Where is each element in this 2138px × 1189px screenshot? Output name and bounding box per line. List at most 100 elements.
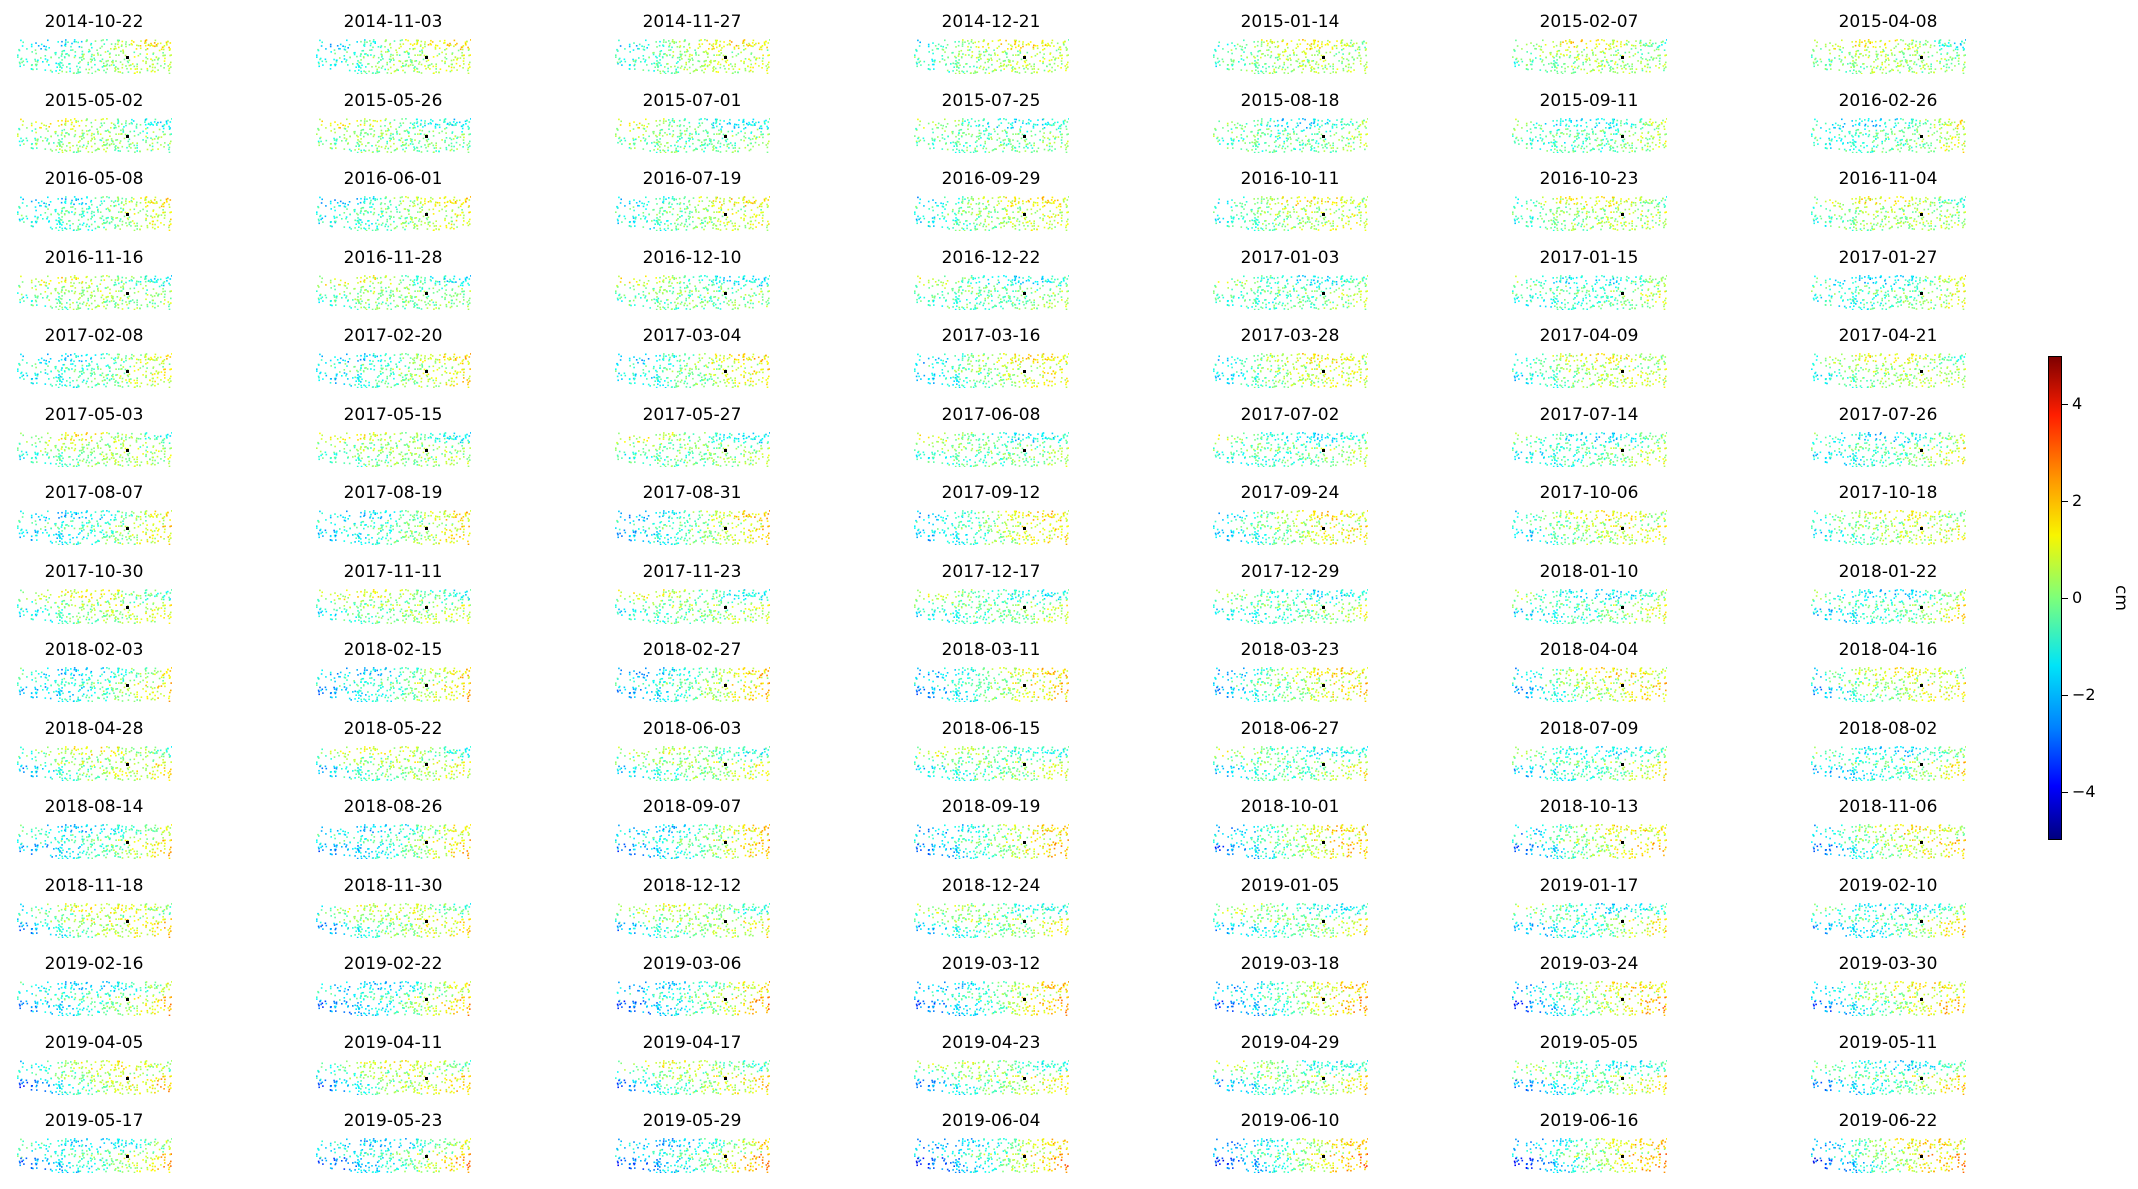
ps-point — [1267, 121, 1269, 123]
ps-point — [983, 145, 985, 147]
ps-point — [676, 124, 679, 127]
ps-point — [406, 59, 408, 62]
ps-point — [416, 41, 419, 43]
ps-point — [767, 54, 769, 57]
ps-point — [956, 147, 958, 150]
ps-point — [933, 146, 935, 149]
ps-point — [958, 151, 961, 153]
ps-point — [961, 119, 964, 122]
ps-point — [1057, 127, 1060, 129]
ps-point — [663, 71, 666, 73]
ps-point — [1561, 144, 1563, 147]
ps-point — [1027, 142, 1029, 145]
ps-point — [752, 45, 754, 48]
ps-point — [1262, 53, 1264, 55]
ps-point — [734, 71, 736, 73]
ps-point — [125, 65, 127, 67]
ps-point — [1059, 46, 1062, 48]
ps-point — [664, 144, 666, 147]
ps-point — [399, 43, 402, 46]
ps-point — [1245, 122, 1248, 125]
ps-point — [1624, 51, 1627, 54]
ps-point — [1251, 70, 1253, 72]
ps-point — [1064, 143, 1067, 146]
ps-point — [729, 122, 731, 124]
ps-point — [957, 44, 960, 47]
ps-point — [1036, 71, 1038, 74]
ps-point — [973, 65, 975, 68]
ps-point — [1282, 54, 1285, 57]
ps-point — [1018, 40, 1021, 43]
ps-point — [1004, 129, 1006, 131]
ps-point — [364, 149, 367, 152]
ps-point — [707, 131, 709, 133]
ps-point — [1854, 44, 1857, 47]
ps-point — [648, 56, 650, 59]
ps-point — [1616, 132, 1618, 135]
ps-point — [956, 66, 958, 68]
ps-point — [1283, 142, 1285, 144]
ps-point — [99, 47, 102, 49]
ps-point — [940, 45, 942, 47]
ps-point — [977, 56, 980, 59]
ps-point — [445, 126, 448, 129]
ps-point — [1358, 130, 1360, 133]
ps-point — [139, 45, 142, 47]
ps-point — [1256, 44, 1259, 47]
ps-point — [390, 59, 392, 61]
ps-point — [1323, 140, 1326, 142]
ps-point — [77, 140, 80, 143]
ps-point — [344, 45, 346, 48]
ps-point — [1002, 64, 1005, 67]
ps-point — [1626, 39, 1628, 42]
ps-point — [1554, 66, 1556, 68]
ps-point — [1314, 125, 1316, 127]
ps-point — [94, 70, 97, 73]
ps-point — [983, 117, 985, 120]
ps-point — [55, 148, 57, 151]
ps-point — [1884, 42, 1887, 45]
ps-point — [1051, 124, 1053, 126]
ps-point — [1023, 139, 1026, 141]
ps-point — [987, 66, 990, 69]
ps-point — [413, 145, 415, 148]
ps-point — [40, 48, 42, 50]
ps-point — [134, 146, 137, 149]
ps-point — [365, 73, 368, 74]
ps-point — [451, 131, 453, 134]
ps-point — [1361, 41, 1364, 44]
ps-point — [110, 43, 113, 45]
ps-point — [717, 63, 719, 65]
ps-point — [363, 70, 365, 72]
ps-point — [1028, 63, 1031, 65]
ps-point — [689, 46, 691, 49]
ps-point — [91, 46, 93, 49]
ps-point — [64, 56, 66, 59]
ps-point — [1894, 60, 1897, 63]
ps-point — [677, 139, 679, 142]
ps-point — [1244, 141, 1246, 144]
ps-point — [1245, 44, 1248, 46]
ps-point — [1309, 48, 1312, 50]
ps-point — [97, 52, 99, 54]
ps-point — [1324, 66, 1327, 69]
ps-point — [329, 122, 332, 124]
ps-point — [1646, 148, 1649, 150]
ps-point — [1015, 46, 1017, 49]
ps-point — [1595, 60, 1598, 63]
ps-point — [915, 127, 917, 129]
ps-point — [677, 71, 680, 73]
ps-point — [665, 119, 667, 122]
ps-point — [360, 149, 362, 151]
ps-point — [1592, 52, 1594, 54]
ps-point — [36, 63, 38, 66]
ps-point — [652, 130, 654, 133]
ps-point — [985, 147, 988, 149]
ps-point — [978, 123, 981, 126]
ps-point — [30, 45, 33, 48]
ps-point — [419, 45, 422, 47]
ps-point — [420, 145, 423, 147]
ps-point — [1957, 60, 1960, 62]
ps-point — [1922, 64, 1925, 67]
ps-point — [646, 64, 648, 66]
